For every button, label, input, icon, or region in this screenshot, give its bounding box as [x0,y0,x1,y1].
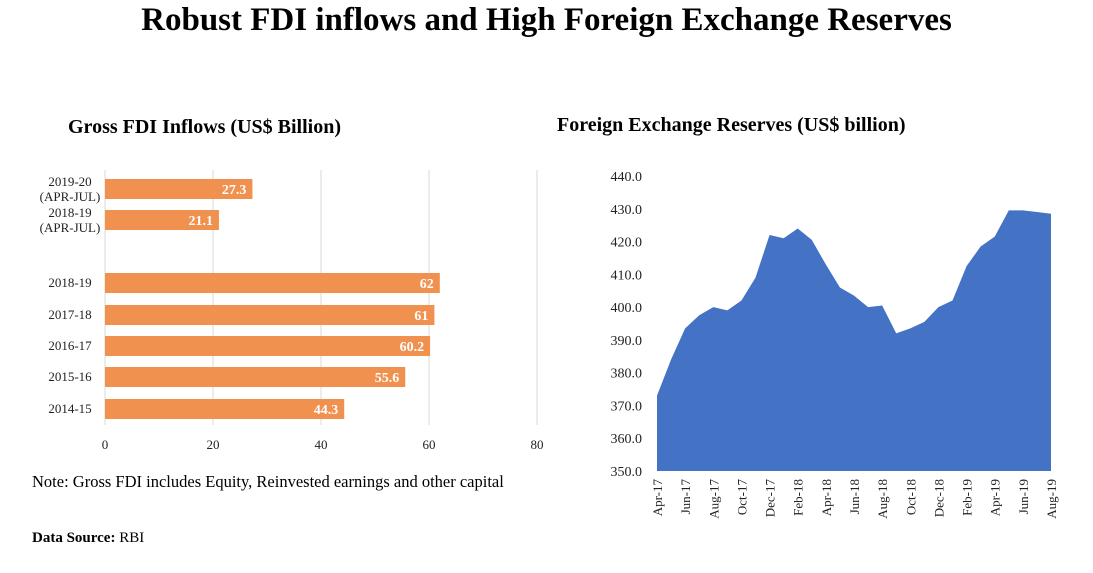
y-tick-label: 370.0 [611,399,643,414]
fdi-bar [105,210,219,230]
y-tick-label: 420.0 [611,236,643,251]
data-source: Data Source: RBI [32,530,144,547]
fdi-chart-title: Gross FDI Inflows (US$ Billion) [68,116,342,138]
fdi-category-line: 2019-20 [48,174,91,189]
fdi-bar-value-label: 62 [420,277,434,292]
x-tick-label: 60 [423,437,436,452]
fdi-category-line: 2018-19 [48,205,91,220]
y-tick-label: 430.0 [611,203,643,218]
fdi-bar-value-label: 61 [414,309,428,324]
fdi-bar [105,179,253,199]
x-tick-label: Oct-17 [734,479,749,516]
x-tick-label: Aug-19 [1044,479,1059,519]
x-tick-label: Apr-17 [650,479,665,517]
x-tick-label: 20 [207,437,220,452]
forex-chart-title: Foreign Exchange Reserves (US$ billion) [557,114,906,136]
x-tick-label: Apr-19 [988,479,1003,516]
fdi-bar [105,273,440,293]
fdi-category-line: 2014-15 [48,401,91,416]
x-tick-label: Dec-17 [763,479,778,518]
x-tick-label: Jun-17 [678,479,693,515]
page-title: Robust FDI inflows and High Foreign Exch… [141,2,952,38]
fdi-bar-value-label: 44.3 [314,403,339,418]
fdi-category-label: 2017-18 [48,307,91,322]
x-tick-label: Feb-18 [791,479,806,516]
fdi-bar-value-label: 55.6 [375,371,400,386]
fdi-category-line: (APR-JUL) [40,189,101,204]
forex-area-chart: 350.0 360.0 370.0 380.0 390.0 400.0 410.0 420.0… [611,170,1060,519]
x-tick-label: Aug-18 [875,479,890,519]
data-source-value: RBI [115,530,145,546]
fdi-category-label: 2014-15 [48,401,91,416]
fdi-category-line: 2015-16 [48,369,92,384]
fdi-bar [105,367,406,387]
fdi-category-label: 2018-19 [48,275,91,290]
fdi-category-line: (APR-JUL) [40,220,101,235]
fdi-category-label: 2018-19 (APR-JUL) [40,205,101,235]
y-tick-label: 410.0 [611,268,643,283]
y-tick-label: 440.0 [611,170,643,185]
y-tick-label: 390.0 [611,334,643,349]
chart-note: Note: Gross FDI includes Equity, Reinves… [32,472,504,491]
y-tick-label: 380.0 [611,367,643,382]
y-tick-label: 360.0 [611,432,643,447]
x-tick-label: Oct-18 [903,479,918,515]
x-tick-label: Apr-18 [819,479,834,516]
x-tick-label: 40 [315,437,328,452]
fdi-bar [105,305,435,325]
x-tick-label: 80 [531,437,544,452]
data-source-label: Data Source: [32,530,116,546]
x-tick-label: Jun-19 [1016,479,1031,514]
forex-area [657,210,1051,472]
fdi-category-line: 2016-17 [48,338,92,353]
fdi-category-label: 2016-17 [48,338,92,353]
x-tick-label: 0 [102,437,109,452]
fdi-bar [105,336,431,356]
fdi-category-label: 2019-20 (APR-JUL) [40,174,101,204]
x-tick-label: Dec-18 [931,479,946,517]
fdi-category-line: 2017-18 [48,307,91,322]
x-tick-label: Feb-19 [960,479,975,516]
fdi-category-line: 2018-19 [48,275,91,290]
fdi-bar-value-label: 27.3 [222,183,247,198]
fdi-bar [105,399,345,419]
x-tick-label: Jun-18 [847,479,862,514]
y-tick-label: 400.0 [611,301,643,316]
y-tick-label: 350.0 [611,465,643,480]
x-tick-label: Aug-17 [706,479,721,519]
fdi-bar-value-label: 21.1 [188,214,213,229]
fdi-category-label: 2015-16 [48,369,92,384]
fdi-bar-value-label: 60.2 [400,340,425,355]
